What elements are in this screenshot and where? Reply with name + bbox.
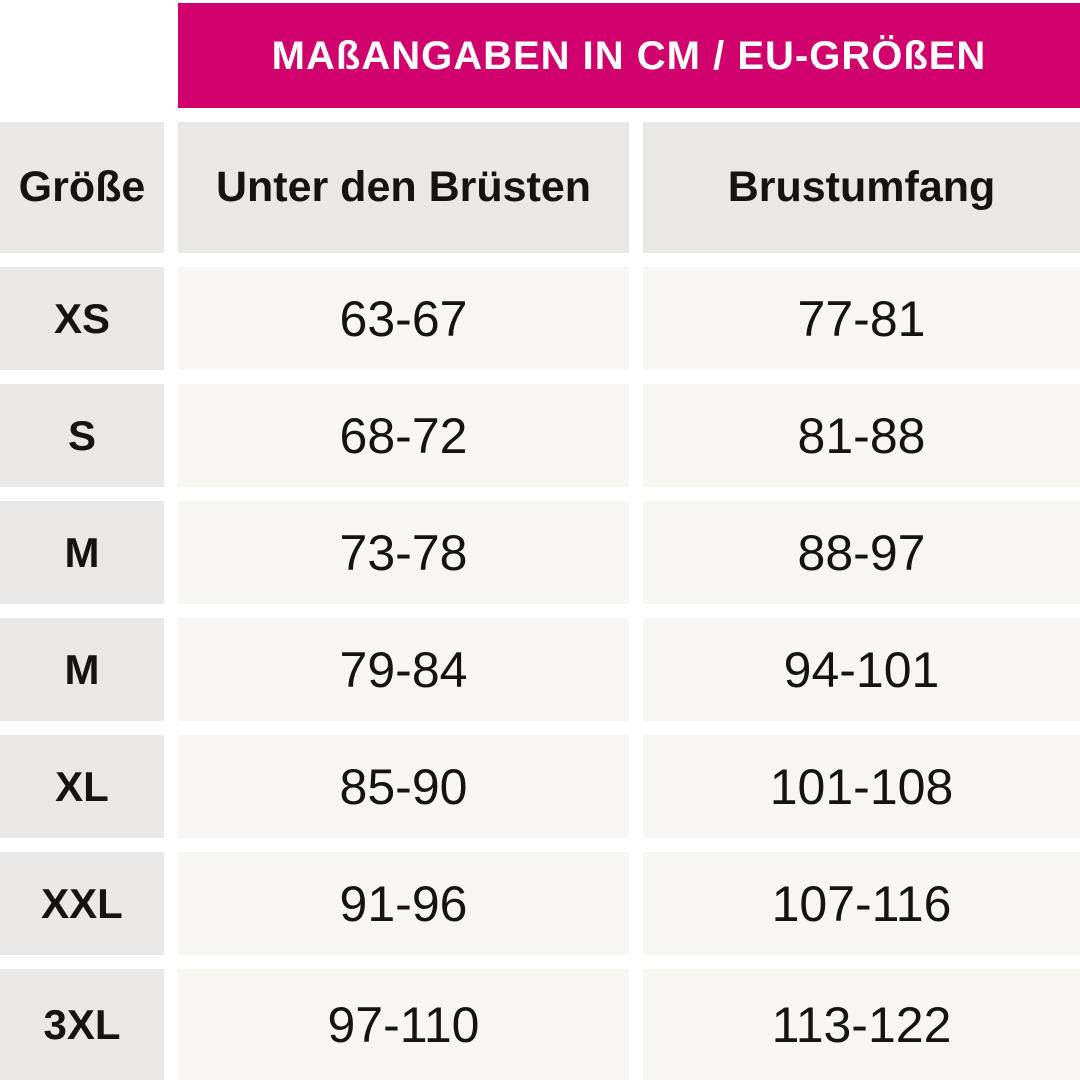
underbust-cell: 79-84	[178, 618, 629, 721]
size-label-cell: XL	[0, 735, 164, 838]
underbust-cell: 68-72	[178, 384, 629, 487]
header-cell-bust: Brustumfang	[643, 122, 1080, 253]
size-label-cell: S	[0, 384, 164, 487]
underbust-cell: 85-90	[178, 735, 629, 838]
size-label-cell: M	[0, 501, 164, 604]
bust-cell: 77-81	[643, 267, 1080, 370]
size-label-cell: M	[0, 618, 164, 721]
bust-cell: 81-88	[643, 384, 1080, 487]
bust-cell: 101-108	[643, 735, 1080, 838]
bust-cell: 94-101	[643, 618, 1080, 721]
header-cell-size: Größe	[0, 122, 164, 253]
size-label-cell: XXL	[0, 852, 164, 955]
size-label-cell: XS	[0, 267, 164, 370]
page-title: MAßANGABEN IN CM / EU-GRÖßEN	[271, 33, 987, 78]
underbust-cell: 73-78	[178, 501, 629, 604]
bust-cell: 88-97	[643, 501, 1080, 604]
underbust-cell: 97-110	[178, 969, 629, 1080]
size-label-cell: 3XL	[0, 969, 164, 1080]
header-cell-underbust: Unter den Brüsten	[178, 122, 629, 253]
underbust-cell: 91-96	[178, 852, 629, 955]
size-table: Größe Unter den Brüsten Brustumfang XS 6…	[0, 122, 1080, 1080]
bust-cell: 113-122	[643, 969, 1080, 1080]
bust-cell: 107-116	[643, 852, 1080, 955]
underbust-cell: 63-67	[178, 267, 629, 370]
title-banner: MAßANGABEN IN CM / EU-GRÖßEN	[178, 3, 1080, 108]
